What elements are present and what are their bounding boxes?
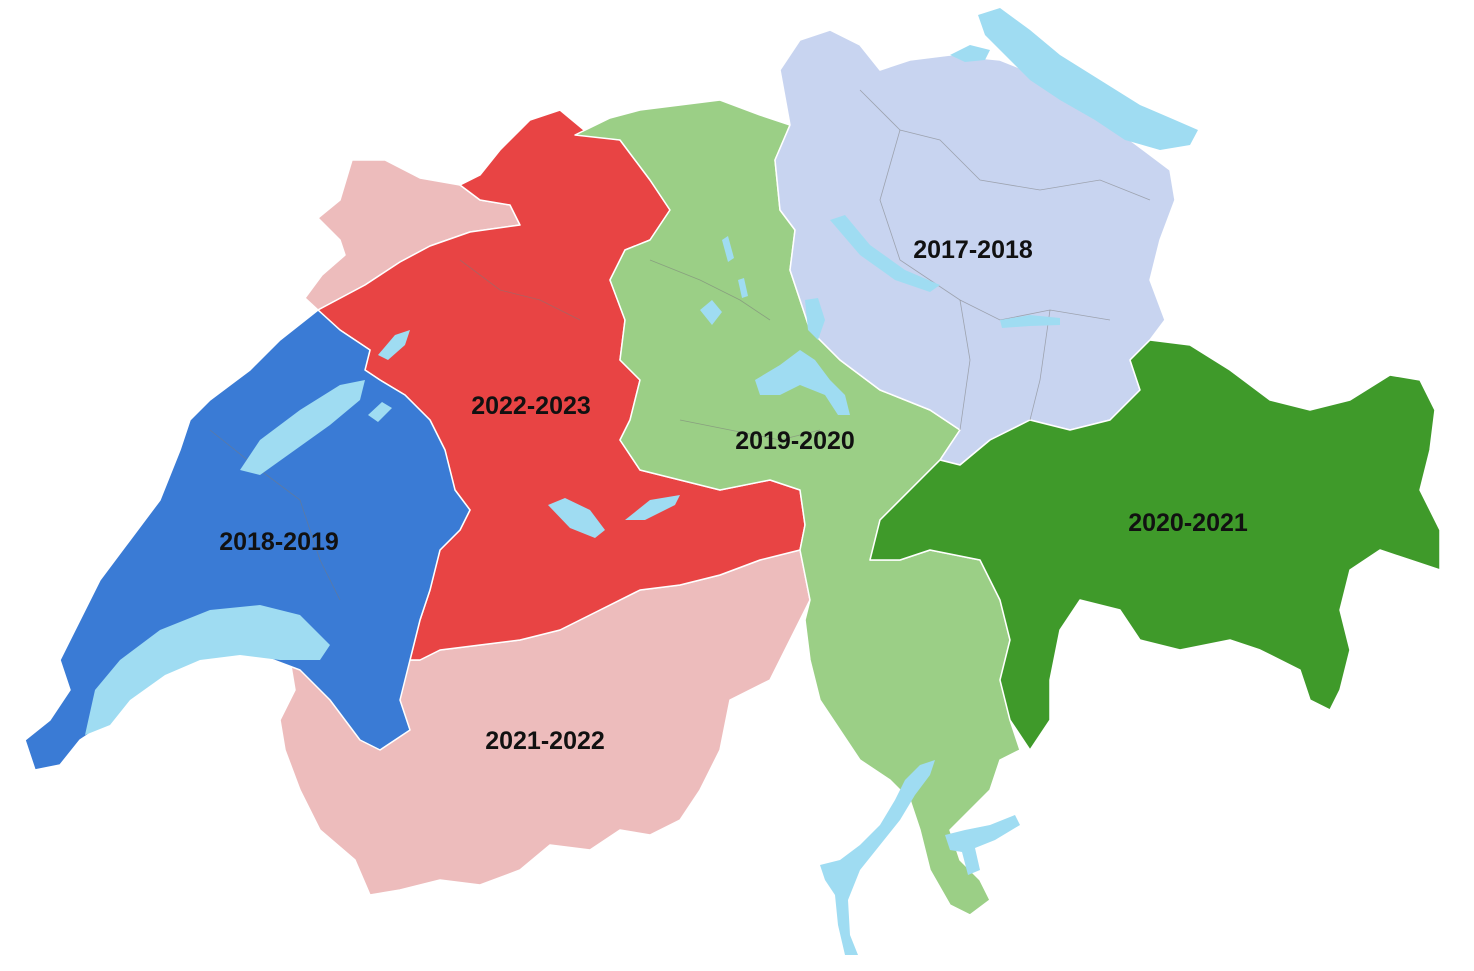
lake-hallwil <box>722 236 734 262</box>
lake-neuchatel <box>240 380 365 475</box>
region-south-east[interactable] <box>869 339 1441 751</box>
lake-walen <box>1000 315 1060 328</box>
lake-baldegg <box>738 278 748 298</box>
lake-sempach <box>700 300 722 325</box>
lake-lugano <box>945 815 1020 875</box>
lake-zug <box>805 298 825 340</box>
lake-zurich <box>830 215 940 292</box>
lake-maggiore <box>820 760 935 955</box>
lake-thun <box>548 498 605 538</box>
region-label-south-east: 2020-2021 <box>1128 509 1248 537</box>
lake-brienz <box>625 495 680 520</box>
lake-untersee <box>950 45 990 62</box>
region-label-north-east: 2017-2018 <box>913 236 1033 264</box>
lake-murten <box>368 402 392 422</box>
lakes <box>85 8 1198 955</box>
region-label-south-west: 2021-2022 <box>485 727 605 755</box>
region-label-west: 2018-2019 <box>219 528 339 556</box>
region-label-mid-west: 2022-2023 <box>471 392 591 420</box>
region-label-central: 2019-2020 <box>735 427 855 455</box>
lake-biel <box>378 330 410 360</box>
canton-borders <box>209 89 1151 601</box>
lake-geneva <box>85 605 330 735</box>
lake-lucerne <box>755 350 850 415</box>
lake-constance <box>978 8 1198 150</box>
